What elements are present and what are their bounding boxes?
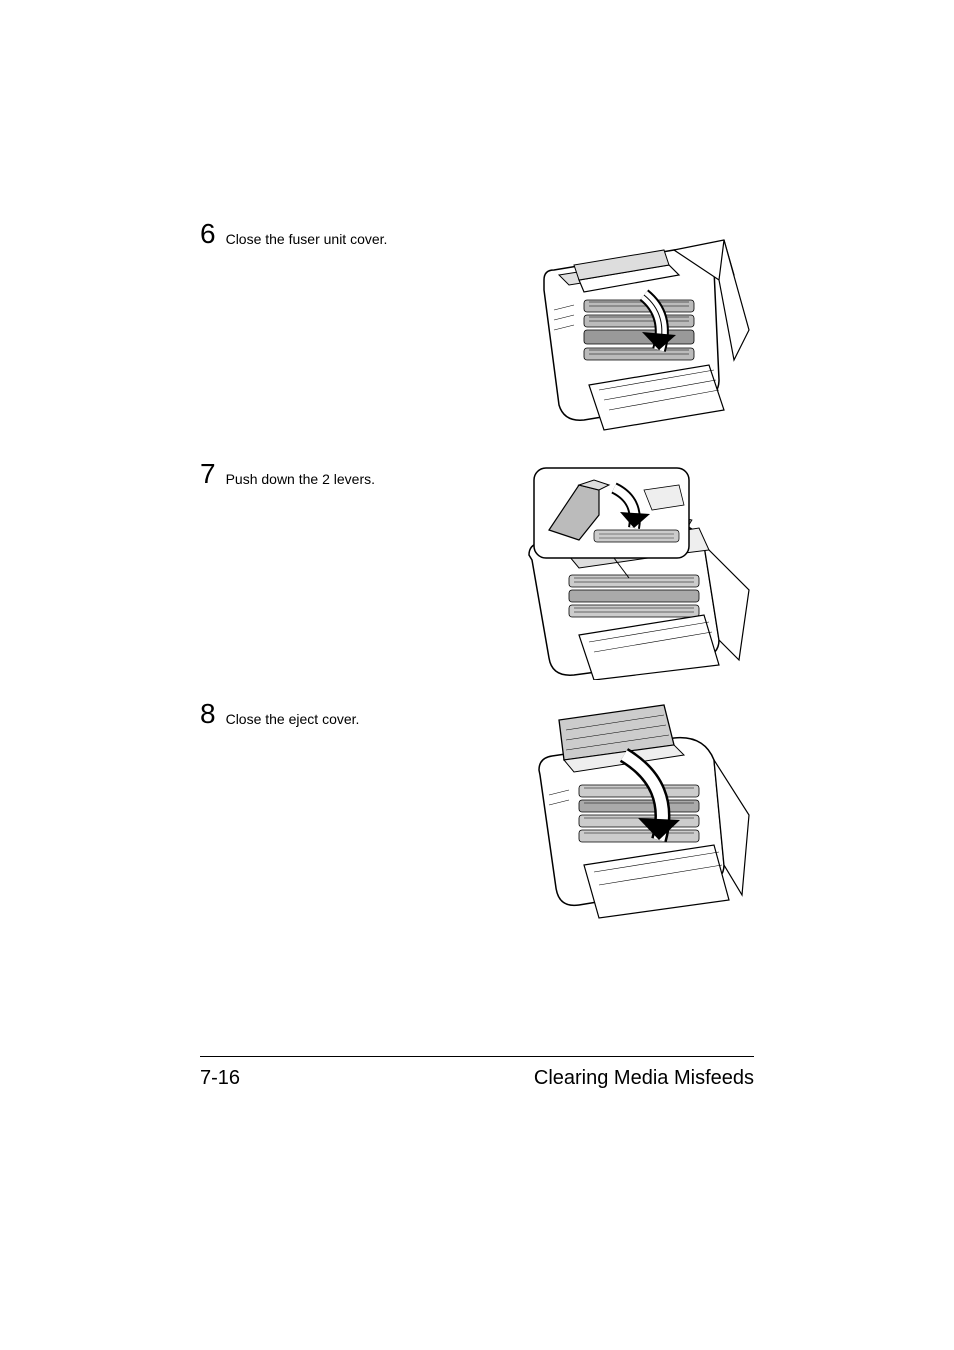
step-7: 7 Push down the 2 levers. [200,460,754,680]
section-title: Clearing Media Misfeeds [534,1067,754,1090]
step-7-text: Push down the 2 levers. [226,460,375,488]
document-page: 6 Close the fuser unit cover. [0,0,954,1350]
printer-eject-cover-icon [524,700,754,920]
step-6: 6 Close the fuser unit cover. [200,220,754,440]
step-8-text: Close the eject cover. [226,700,360,728]
step-7-text-column: 7 Push down the 2 levers. [200,460,420,488]
step-8-figure [524,700,754,920]
page-number: 7-16 [200,1067,240,1090]
step-7-figure [524,460,754,680]
page-footer: 7-16 Clearing Media Misfeeds [200,1056,754,1090]
printer-levers-icon [524,460,754,680]
step-8-number: 8 [200,700,216,728]
step-8: 8 Close the eject cover. [200,700,754,920]
step-6-text-column: 6 Close the fuser unit cover. [200,220,420,248]
step-6-figure-wrap [420,220,754,440]
step-8-text-column: 8 Close the eject cover. [200,700,420,728]
step-6-figure [524,220,754,440]
step-6-number: 6 [200,220,216,248]
step-7-figure-wrap [420,460,754,680]
step-7-number: 7 [200,460,216,488]
footer-rule [200,1056,754,1057]
step-6-text: Close the fuser unit cover. [226,220,388,248]
footer-row: 7-16 Clearing Media Misfeeds [200,1067,754,1090]
step-8-figure-wrap [420,700,754,920]
printer-fuser-cover-icon [524,220,754,440]
